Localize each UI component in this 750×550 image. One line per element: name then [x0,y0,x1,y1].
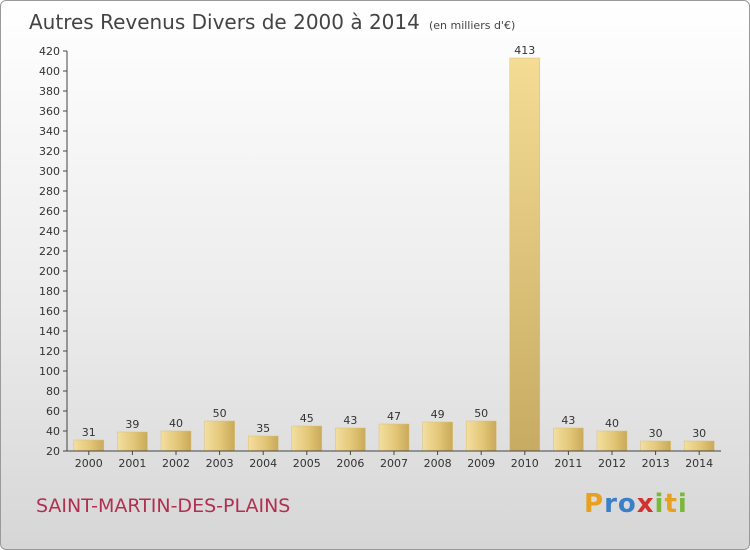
y-tick-label: 420 [39,45,60,58]
data-label-2001: 39 [125,418,139,431]
bar-2009 [465,420,497,452]
x-tick-label-2004: 2004 [249,457,277,470]
data-label-2002: 40 [169,417,183,430]
bar-2006 [335,427,366,452]
data-label-2010: 413 [514,44,535,57]
bar-2014 [683,440,715,452]
x-tick-label-2012: 2012 [598,457,626,470]
x-tick-label-2014: 2014 [685,457,713,470]
logo-letter: i [677,489,688,519]
y-tick-label: 200 [39,265,60,278]
x-tick-label-2003: 2003 [206,457,234,470]
data-label-2012: 40 [605,417,619,430]
data-label-2014: 30 [692,427,706,440]
bar-2010 [509,57,541,452]
x-tick-label-2011: 2011 [554,457,582,470]
data-label-2005: 45 [300,412,314,425]
y-tick-label: 100 [39,365,60,378]
bar-2003 [204,420,235,452]
y-tick-label: 340 [39,125,60,138]
y-tick-label: 220 [39,245,60,258]
bar-2001 [117,431,148,452]
y-tick-label: 160 [39,305,60,318]
commune-name: SAINT-MARTIN-DES-PLAINS [36,495,291,517]
data-label-2011: 43 [561,414,575,427]
data-label-2004: 35 [256,422,270,435]
chart-title: Autres Revenus Divers de 2000 à 2014 [29,10,420,34]
y-tick-label: 300 [39,165,60,178]
logo-letter: x [636,489,655,519]
data-label-2007: 47 [387,410,401,423]
data-label-2013: 30 [649,427,663,440]
bars: 31 39 40 50 35 45 43 47 49 50 413 43 40 30 30 [73,44,715,452]
bar-2000 [73,439,105,452]
x-tick-label-2009: 2009 [467,457,495,470]
data-label-2003: 50 [213,407,227,420]
y-tick-label: 40 [46,425,60,438]
bar-2013 [640,440,671,452]
y-tick-label: 60 [46,405,60,418]
logo-letter: P [584,489,605,519]
bar-2004 [247,435,279,452]
x-axis: 2000 2001 2002 2003 2004 2005 2006 2007 2008 2009… [67,450,721,470]
x-tick-label-2000: 2000 [75,457,103,470]
bar-2007 [378,423,410,452]
proxiti-logo[interactable]: Proxiti [584,489,688,519]
data-label-2009: 50 [474,407,488,420]
x-tick-label-2010: 2010 [511,457,539,470]
x-tick-label-2008: 2008 [424,457,452,470]
title-line: Autres Revenus Divers de 2000 à 2014 (en… [29,10,515,34]
logo-letter: o [617,489,637,519]
x-tick-label-2007: 2007 [380,457,408,470]
y-tick-label: 120 [39,345,60,358]
bar-2002 [160,430,192,452]
x-tick-label-2006: 2006 [336,457,364,470]
bar-2011 [553,427,584,452]
y-tick-label: 80 [46,385,60,398]
y-tick-label: 320 [39,145,60,158]
y-tick-label: 360 [39,105,60,118]
data-label-2008: 49 [431,408,445,421]
y-tick-label: 180 [39,285,60,298]
data-label-2006: 43 [343,414,357,427]
bar-2008 [422,421,453,452]
bar-2012 [596,430,628,452]
x-tick-label-2001: 2001 [118,457,146,470]
y-axis: 20 40 60 80 100 120 140 160 180 200 220 240 260 280 30… [39,45,68,458]
y-tick-label: 240 [39,225,60,238]
x-tick-label-2005: 2005 [293,457,321,470]
logo-letter: t [664,489,678,519]
y-tick-label: 20 [46,445,60,458]
logo-letter: i [654,489,665,519]
y-tick-label: 380 [39,85,60,98]
chart-subtitle: (en milliers d'€) [428,19,516,32]
y-tick-label: 400 [39,65,60,78]
x-tick-label-2002: 2002 [162,457,190,470]
x-tick-label-2013: 2013 [642,457,670,470]
y-tick-label: 260 [39,205,60,218]
data-label-2000: 31 [82,426,96,439]
bar-2005 [291,425,323,452]
logo-letter: r [604,489,618,519]
y-tick-label: 280 [39,185,60,198]
y-tick-label: 140 [39,325,60,338]
